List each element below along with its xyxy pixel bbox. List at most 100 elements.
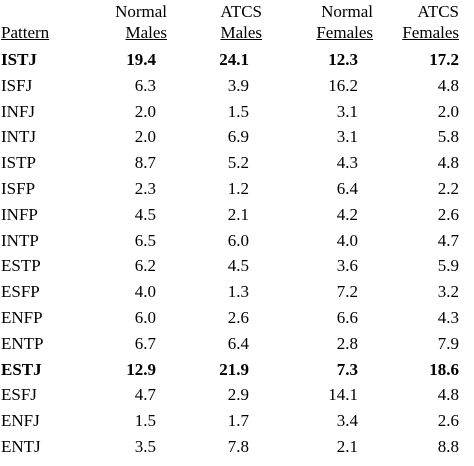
cell-atcs-females: 17.2 — [429, 50, 459, 69]
cell-atcs-females: 5.8 — [437, 127, 459, 147]
cell-normal-males: 12.9 — [126, 359, 156, 379]
cell-normal-females: 2.8 — [336, 333, 358, 353]
table-row: ESTP 6.2 4.5 3.6 5.9 — [0, 253, 474, 279]
cell-atcs-males: 2.6 — [227, 307, 249, 327]
cell-atcs-males: 2.1 — [227, 204, 249, 224]
table-row: ISFJ 6.3 3.9 16.2 4.8 — [0, 73, 474, 99]
table-row: ENTP 6.7 6.4 2.8 7.9 — [0, 331, 474, 357]
header-normal-females: Normal Females — [316, 1, 373, 43]
header-atcs-females-line2: Females — [402, 23, 459, 42]
cell-normal-females: 3.6 — [336, 256, 358, 276]
table-row: ESTJ 12.9 21.9 7.3 18.6 — [0, 357, 474, 383]
cell-atcs-males: 6.0 — [227, 230, 249, 250]
cell-pattern: INFP — [1, 204, 38, 224]
cell-atcs-females: 7.9 — [437, 333, 459, 353]
cell-pattern: ESTP — [1, 256, 41, 276]
cell-atcs-males: 7.8 — [227, 436, 249, 456]
header-normal-males: Normal Males — [115, 1, 167, 43]
cell-atcs-males: 3.9 — [227, 75, 249, 95]
cell-atcs-females: 3.2 — [437, 282, 459, 302]
header-atcs-females: ATCS Females — [402, 1, 459, 43]
cell-normal-males: 2.0 — [134, 101, 156, 121]
header-pattern: Pattern — [1, 23, 50, 42]
cell-normal-males: 6.7 — [134, 333, 156, 353]
cell-atcs-males: 4.5 — [227, 256, 249, 276]
cell-atcs-females: 18.6 — [429, 359, 459, 379]
cell-normal-males: 6.5 — [134, 230, 156, 250]
cell-pattern: ISTJ — [1, 50, 37, 69]
cell-pattern: ENFP — [1, 307, 43, 327]
cell-atcs-males: 1.7 — [227, 411, 249, 431]
cell-atcs-females: 2.2 — [437, 178, 459, 198]
cell-normal-males: 19.4 — [126, 50, 156, 69]
cell-atcs-males: 1.3 — [227, 282, 249, 302]
cell-pattern: ESFP — [1, 282, 40, 302]
header-normal-females-line2: Females — [316, 23, 373, 42]
cell-pattern: ENFJ — [1, 411, 40, 431]
cell-atcs-females: 4.3 — [437, 307, 459, 327]
table-row: INFJ 2.0 1.5 3.1 2.0 — [0, 99, 474, 125]
table-row: INTP 6.5 6.0 4.0 4.7 — [0, 228, 474, 254]
table-row: INTJ 2.0 6.9 3.1 5.8 — [0, 124, 474, 150]
cell-normal-males: 2.0 — [134, 127, 156, 147]
table-body: ISTJ 19.4 24.1 12.3 17.2 ISFJ 6.3 3.9 16… — [0, 47, 474, 460]
cell-atcs-males: 21.9 — [219, 359, 249, 379]
table-row: ESFP 4.0 1.3 7.2 3.2 — [0, 279, 474, 305]
cell-pattern: ISTP — [1, 153, 36, 173]
cell-pattern: ISFJ — [1, 75, 33, 95]
cell-atcs-females: 4.8 — [437, 153, 459, 173]
table-row: ENTJ 3.5 7.8 2.1 8.8 — [0, 434, 474, 460]
cell-normal-females: 12.3 — [328, 50, 358, 69]
cell-normal-males: 8.7 — [134, 153, 156, 173]
table-row: ISFP 2.3 1.2 6.4 2.2 — [0, 176, 474, 202]
cell-pattern: INTP — [1, 230, 39, 250]
cell-normal-females: 3.1 — [336, 127, 358, 147]
cell-pattern: ENTP — [1, 333, 44, 353]
cell-atcs-females: 4.8 — [437, 75, 459, 95]
cell-atcs-males: 1.5 — [227, 101, 249, 121]
cell-normal-males: 4.5 — [134, 204, 156, 224]
cell-atcs-males: 2.9 — [227, 385, 249, 405]
cell-atcs-females: 5.9 — [437, 256, 459, 276]
cell-normal-males: 6.2 — [134, 256, 156, 276]
cell-atcs-males: 6.4 — [227, 333, 249, 353]
cell-normal-females: 6.6 — [336, 307, 358, 327]
table-row: ISTJ 19.4 24.1 12.3 17.2 — [0, 47, 474, 73]
cell-normal-males: 4.0 — [134, 282, 156, 302]
cell-normal-females: 7.2 — [336, 282, 358, 302]
cell-normal-females: 6.4 — [336, 178, 358, 198]
header-normal-males-line1: Normal — [115, 2, 167, 21]
header-atcs-females-line1: ATCS — [417, 2, 459, 21]
cell-atcs-females: 4.7 — [437, 230, 459, 250]
cell-normal-females: 14.1 — [328, 385, 358, 405]
cell-atcs-males: 1.2 — [227, 178, 249, 198]
cell-normal-males: 4.7 — [134, 385, 156, 405]
cell-atcs-males: 5.2 — [227, 153, 249, 173]
cell-normal-females: 4.3 — [336, 153, 358, 173]
cell-normal-females: 4.2 — [336, 204, 358, 224]
cell-normal-males: 2.3 — [134, 178, 156, 198]
table-row: ESFJ 4.7 2.9 14.1 4.8 — [0, 382, 474, 408]
cell-normal-females: 3.1 — [336, 101, 358, 121]
cell-atcs-females: 2.6 — [437, 411, 459, 431]
table-header: Pattern Normal Males ATCS Males Normal F… — [0, 0, 474, 45]
cell-atcs-females: 8.8 — [437, 436, 459, 456]
cell-normal-males: 3.5 — [134, 436, 156, 456]
header-atcs-males: ATCS Males — [220, 1, 262, 43]
header-normal-males-line2: Males — [125, 23, 167, 42]
cell-atcs-males: 24.1 — [219, 50, 249, 69]
cell-normal-females: 7.3 — [336, 359, 358, 379]
header-atcs-males-line2: Males — [220, 23, 262, 42]
cell-pattern: ISFP — [1, 178, 36, 198]
cell-normal-males: 6.0 — [134, 307, 156, 327]
cell-normal-females: 4.0 — [336, 230, 358, 250]
cell-normal-females: 2.1 — [336, 436, 358, 456]
cell-pattern: INTJ — [1, 127, 36, 147]
cell-pattern: ENTJ — [1, 436, 41, 456]
cell-pattern: INFJ — [1, 101, 36, 121]
cell-normal-males: 6.3 — [134, 75, 156, 95]
header-atcs-males-line1: ATCS — [220, 2, 262, 21]
table-row: INFP 4.5 2.1 4.2 2.6 — [0, 202, 474, 228]
cell-atcs-females: 2.0 — [437, 101, 459, 121]
